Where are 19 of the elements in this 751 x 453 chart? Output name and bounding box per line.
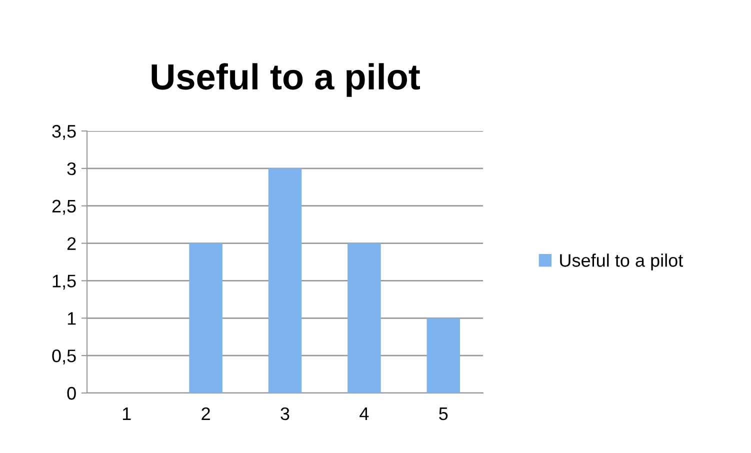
bar (268, 168, 302, 393)
y-tick-label: 0 (67, 386, 76, 400)
x-tick-label: 2 (202, 407, 210, 420)
chart-title: Useful to a pilot (152, 63, 420, 97)
y-tick-label: 2,5 (52, 200, 76, 215)
y-tick-label: 1,5 (52, 274, 76, 290)
y-tick-label: 3,5 (52, 124, 76, 140)
y-tick-label: 1 (68, 312, 76, 325)
y-tick-label: 3 (67, 162, 76, 176)
x-tick-label: 3 (280, 407, 290, 420)
y-tick-label: 0,5 (52, 350, 76, 364)
legend-label: Useful to a pilot (560, 254, 684, 270)
x-tick-label: 5 (439, 408, 448, 420)
bar (189, 243, 222, 393)
y-tick-label: 2 (67, 237, 76, 250)
x-tick-label: 1 (122, 408, 131, 420)
x-tick-label: 4 (360, 408, 369, 420)
bar (426, 318, 460, 393)
bar (348, 243, 381, 393)
